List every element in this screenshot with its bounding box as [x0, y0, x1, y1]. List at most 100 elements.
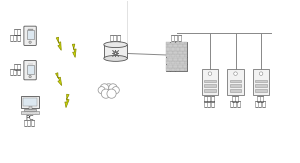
FancyBboxPatch shape: [24, 26, 36, 45]
Bar: [166, 42, 170, 44]
Bar: [230, 80, 242, 82]
Text: 服务器: 服务器: [255, 100, 267, 107]
Text: 客户端: 客户端: [9, 69, 21, 75]
Bar: [26, 113, 28, 114]
Bar: [166, 54, 170, 57]
Bar: [183, 65, 188, 68]
Bar: [181, 68, 185, 71]
Bar: [185, 42, 188, 44]
Bar: [168, 51, 173, 54]
Circle shape: [100, 84, 109, 92]
Bar: [36, 113, 38, 114]
Bar: [27, 30, 34, 39]
Text: 客户端: 客户端: [24, 120, 36, 126]
Bar: [166, 42, 188, 71]
Bar: [183, 58, 188, 61]
Polygon shape: [65, 94, 69, 108]
Bar: [173, 65, 178, 68]
Bar: [28, 106, 32, 110]
Bar: [204, 89, 216, 92]
Bar: [166, 65, 168, 68]
Bar: [204, 84, 216, 87]
Circle shape: [100, 82, 118, 100]
Bar: [104, 45, 128, 58]
Bar: [171, 47, 175, 51]
Bar: [181, 61, 185, 64]
Bar: [29, 113, 31, 114]
Text: PC: PC: [26, 115, 34, 121]
Bar: [28, 64, 32, 65]
Bar: [253, 69, 269, 95]
Bar: [33, 113, 35, 114]
Bar: [168, 58, 173, 61]
Bar: [166, 68, 170, 71]
Polygon shape: [56, 73, 62, 86]
Bar: [171, 61, 175, 64]
Bar: [24, 109, 36, 111]
Polygon shape: [56, 37, 61, 50]
Bar: [181, 54, 185, 57]
Bar: [181, 42, 185, 44]
Circle shape: [109, 84, 117, 92]
Bar: [185, 47, 188, 51]
Bar: [255, 84, 267, 87]
Polygon shape: [72, 44, 76, 58]
Bar: [178, 65, 183, 68]
Bar: [202, 69, 218, 95]
Bar: [166, 51, 168, 54]
Text: 移动: 移动: [13, 29, 21, 35]
Circle shape: [98, 87, 105, 94]
Bar: [168, 65, 173, 68]
Bar: [183, 44, 188, 47]
Text: 防火墙: 防火墙: [170, 34, 182, 41]
Bar: [21, 111, 39, 114]
Text: 客户端: 客户端: [9, 34, 21, 41]
Text: 服务器: 服务器: [230, 100, 242, 107]
Text: 数据库: 数据库: [204, 96, 216, 102]
Bar: [166, 58, 168, 61]
Text: 移动: 移动: [13, 63, 21, 70]
Bar: [166, 44, 168, 47]
Bar: [166, 47, 170, 51]
Bar: [178, 51, 183, 54]
Bar: [181, 47, 185, 51]
Ellipse shape: [104, 55, 128, 61]
Bar: [176, 61, 180, 64]
Bar: [23, 98, 37, 106]
Bar: [227, 69, 244, 95]
FancyBboxPatch shape: [24, 61, 36, 80]
Circle shape: [107, 89, 116, 98]
Bar: [185, 61, 188, 64]
Text: 文件: 文件: [257, 96, 265, 102]
Bar: [176, 54, 180, 57]
Bar: [176, 47, 180, 51]
Ellipse shape: [104, 42, 128, 48]
Bar: [176, 68, 180, 71]
Circle shape: [103, 84, 114, 95]
Circle shape: [112, 87, 119, 94]
Circle shape: [259, 72, 263, 75]
Text: 路由器: 路由器: [110, 34, 122, 41]
Bar: [22, 113, 24, 114]
Bar: [168, 44, 173, 47]
Bar: [176, 42, 180, 44]
Circle shape: [101, 89, 110, 98]
Bar: [255, 89, 267, 92]
Bar: [178, 44, 183, 47]
Bar: [31, 113, 33, 114]
Circle shape: [29, 41, 31, 43]
Text: 服务器: 服务器: [204, 100, 216, 107]
Circle shape: [208, 72, 212, 75]
Bar: [171, 54, 175, 57]
Circle shape: [29, 75, 31, 78]
Bar: [185, 68, 188, 71]
Bar: [27, 65, 34, 74]
Bar: [230, 84, 242, 87]
Bar: [166, 61, 170, 64]
Bar: [171, 42, 175, 44]
Bar: [28, 29, 32, 30]
Bar: [204, 80, 216, 82]
Bar: [173, 44, 178, 47]
Bar: [178, 58, 183, 61]
Circle shape: [234, 72, 237, 75]
